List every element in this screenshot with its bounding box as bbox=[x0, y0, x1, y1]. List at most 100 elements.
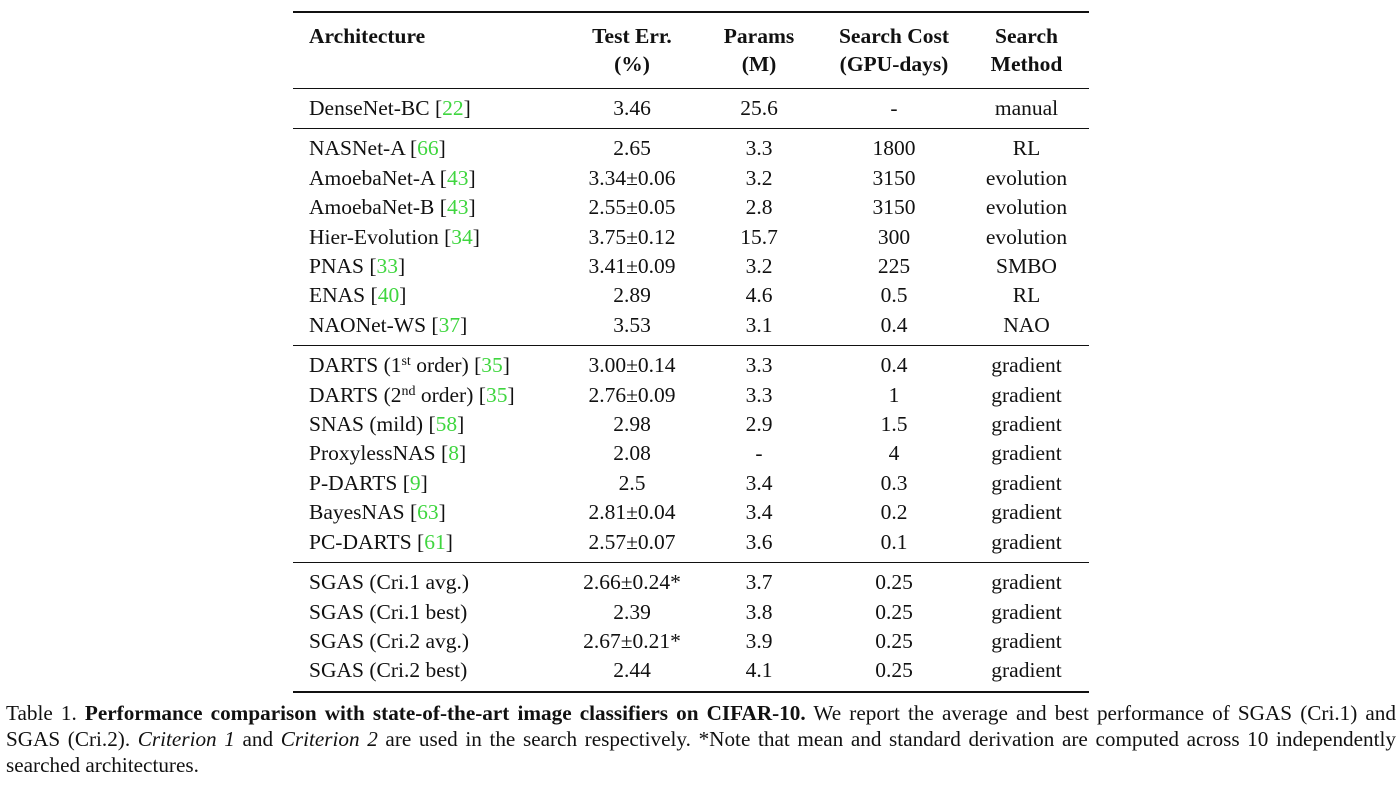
architecture-cell: Hier-Evolution [34] bbox=[309, 224, 480, 249]
citation-link[interactable]: 43 bbox=[446, 195, 469, 220]
table-row: NAONet-WS [37] 3.53 3.1 0.4 NAO bbox=[293, 311, 1089, 346]
test-error-cell: 2.65 bbox=[613, 136, 651, 161]
params-cell: 3.3 bbox=[745, 353, 773, 378]
test-error-cell: 3.41±0.09 bbox=[588, 254, 676, 279]
params-cell: 3.6 bbox=[745, 529, 773, 554]
citation-link[interactable]: 9 bbox=[409, 470, 421, 495]
search-method-cell: gradient bbox=[991, 599, 1062, 624]
table-caption: Table 1. Performance comparison with sta… bbox=[6, 700, 1396, 778]
search-method-cell: NAO bbox=[1003, 312, 1050, 337]
architecture-name: BayesNAS bbox=[309, 500, 410, 525]
citation-link[interactable]: 66 bbox=[417, 136, 439, 161]
params-cell: 3.2 bbox=[745, 165, 773, 190]
search-method-cell: gradient bbox=[991, 570, 1062, 595]
architecture-name: SGAS (Cri.2 avg.) bbox=[309, 628, 470, 653]
ordinal-suffix: nd bbox=[401, 383, 416, 399]
test-error-cell: 2.81±0.04 bbox=[588, 500, 676, 525]
architecture-cell: BayesNAS [63] bbox=[309, 500, 446, 525]
search-method-cell: manual bbox=[994, 96, 1059, 120]
table-row: AmoebaNet-B [43] 2.55±0.05 2.8 3150 evolutio… bbox=[293, 193, 1089, 222]
search-method-cell: evolution bbox=[985, 165, 1068, 190]
table-row: SGAS (Cri.2 avg.) 2.67±0.21* 3.9 0.25 gradie… bbox=[293, 627, 1089, 656]
table-header: Architecture Test Err. (%) Params (M) Sear… bbox=[293, 12, 1089, 89]
caption-text: We report the average and best performan… bbox=[6, 701, 1396, 751]
search-method-cell: RL bbox=[1012, 283, 1041, 308]
citation-link[interactable]: 35 bbox=[481, 353, 503, 378]
architecture-cell: NAONet-WS [37] bbox=[309, 312, 468, 337]
search-method-cell: evolution bbox=[985, 195, 1068, 220]
citation-link[interactable]: 33 bbox=[376, 254, 399, 279]
citation-link[interactable]: 35 bbox=[485, 382, 508, 407]
architecture-name-suffix: order) bbox=[410, 353, 475, 378]
search-cost-cell: 0.25 bbox=[875, 628, 913, 653]
search-cost-cell: 1.5 bbox=[880, 412, 908, 437]
params-cell: 3.2 bbox=[745, 254, 773, 279]
architecture-cell: ProxylessNAS [8] bbox=[309, 441, 467, 466]
architecture-cell: DenseNet-BC [22] bbox=[309, 96, 471, 120]
architecture-cell: SGAS (Cri.2 best) bbox=[293, 656, 570, 691]
table-row: PNAS [33] 3.41±0.09 3.2 225 SMBO bbox=[293, 252, 1089, 281]
test-error-cell: 3.46 bbox=[613, 96, 651, 120]
search-cost-cell: 0.25 bbox=[875, 570, 913, 595]
search-cost-cell: 1800 bbox=[872, 136, 916, 161]
header-search-cost: Search Cost (GPU-days) bbox=[838, 24, 950, 76]
search-cost-cell: 0.2 bbox=[880, 500, 908, 525]
search-method-cell: RL bbox=[1012, 136, 1041, 161]
test-error-cell: 2.44 bbox=[613, 658, 651, 683]
architecture-cell: AmoebaNet-A [43] bbox=[309, 165, 476, 190]
citation-link[interactable]: 40 bbox=[377, 283, 400, 308]
search-cost-cell: 0.4 bbox=[880, 312, 908, 337]
test-error-cell: 2.66±0.24* bbox=[583, 570, 681, 595]
search-cost-cell: 300 bbox=[877, 224, 911, 249]
search-cost-cell: 3150 bbox=[872, 195, 916, 220]
architecture-cell: NASNet-A [66] bbox=[309, 136, 446, 161]
search-method-cell: gradient bbox=[991, 441, 1062, 466]
test-error-cell: 2.39 bbox=[613, 599, 651, 624]
table-row: ENAS [40] 2.89 4.6 0.5 RL bbox=[293, 281, 1089, 310]
table-row: P-DARTS [9] 2.5 3.4 0.3 gradient bbox=[293, 469, 1089, 498]
search-method-cell: gradient bbox=[991, 470, 1062, 495]
citation-link[interactable]: 43 bbox=[446, 165, 469, 190]
header-test-error: Test Err. (%) bbox=[592, 24, 672, 76]
citation-link[interactable]: 37 bbox=[438, 312, 461, 337]
architecture-name: SNAS (mild) bbox=[309, 412, 429, 437]
citation-link[interactable]: 8 bbox=[448, 441, 459, 466]
table-row: SGAS (Cri.1 best) 2.39 3.8 0.25 gradient bbox=[293, 598, 1089, 627]
citation-link[interactable]: 61 bbox=[424, 529, 446, 554]
citation-link[interactable]: 58 bbox=[435, 412, 458, 437]
table-group: DenseNet-BC [22] 3.46 25.6 - manual bbox=[293, 88, 1089, 129]
header-search-method: Search Method bbox=[990, 24, 1063, 76]
architecture-name: DenseNet-BC bbox=[309, 96, 435, 120]
params-cell: 3.4 bbox=[745, 470, 773, 495]
architecture-name: NASNet-A bbox=[309, 136, 410, 161]
architecture-cell: SNAS (mild) [58] bbox=[309, 412, 465, 437]
table-row: SGAS (Cri.2 best) 2.44 4.1 0.25 gradient bbox=[293, 656, 1089, 691]
architecture-cell: PC-DARTS [61] bbox=[309, 529, 453, 554]
search-cost-cell: 0.3 bbox=[880, 470, 908, 495]
architecture-name: Hier-Evolution bbox=[309, 224, 445, 249]
params-cell: 25.6 bbox=[740, 96, 778, 120]
table-row: SGAS (Cri.1 avg.) 2.66±0.24* 3.7 0.25 gradie… bbox=[293, 563, 1089, 598]
architecture-cell: ENAS [40] bbox=[309, 283, 407, 308]
search-method-cell: gradient bbox=[991, 529, 1062, 554]
table-group: SGAS (Cri.1 avg.) 2.66±0.24* 3.7 0.25 gradie… bbox=[293, 562, 1089, 692]
table-row: Hier-Evolution [34] 3.75±0.12 15.7 300 evolu… bbox=[293, 223, 1089, 252]
results-table: Architecture Test Err. (%) Params (M) Sear… bbox=[293, 11, 1089, 693]
search-cost-cell: 1 bbox=[888, 382, 900, 407]
caption-label: Table 1. bbox=[6, 701, 85, 725]
table-row: AmoebaNet-A [43] 3.34±0.06 3.2 3150 evolutio… bbox=[293, 164, 1089, 193]
caption-text: and bbox=[234, 727, 281, 751]
test-error-cell: 2.55±0.05 bbox=[588, 195, 676, 220]
citation-link[interactable]: 63 bbox=[417, 500, 439, 525]
architecture-name: DARTS (2 bbox=[309, 382, 402, 407]
params-cell: 3.1 bbox=[745, 312, 773, 337]
table-row: SNAS (mild) [58] 2.98 2.9 1.5 gradient bbox=[293, 410, 1089, 439]
test-error-cell: 3.75±0.12 bbox=[588, 224, 676, 249]
citation-link[interactable]: 34 bbox=[451, 224, 473, 249]
search-cost-cell: 0.1 bbox=[880, 529, 908, 554]
caption-italic: Criterion 2 bbox=[280, 727, 378, 751]
search-cost-cell: 0.4 bbox=[880, 353, 908, 378]
architecture-name: PC-DARTS bbox=[309, 529, 418, 554]
table-row: DenseNet-BC [22] 3.46 25.6 - manual bbox=[293, 89, 1089, 129]
citation-link[interactable]: 22 bbox=[442, 96, 464, 120]
